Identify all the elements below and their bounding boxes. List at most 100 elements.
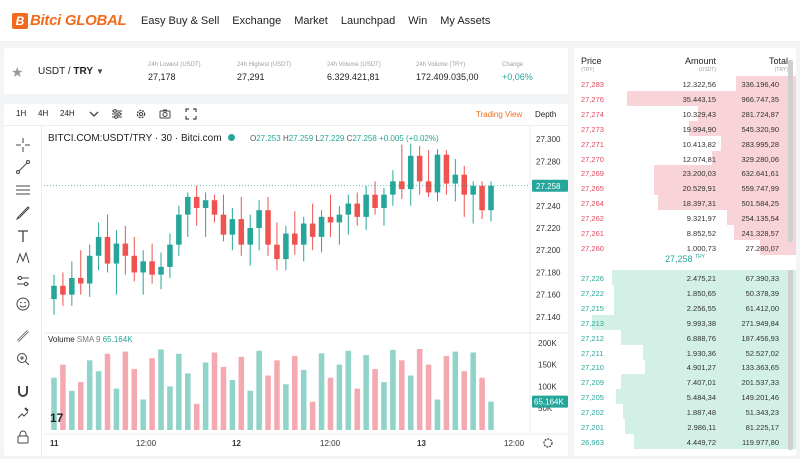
bid-row[interactable]: 27,201 2.986,11 81.225,17 xyxy=(574,419,796,434)
interval-24h[interactable]: 24H xyxy=(60,109,75,118)
header-total-unit: (TRY) xyxy=(774,67,788,73)
bids-scrollbar[interactable] xyxy=(788,270,793,450)
candle-body xyxy=(86,255,93,284)
text-tool-icon[interactable] xyxy=(16,229,30,243)
bid-row[interactable]: 27,205 5.484,34 149.201,46 xyxy=(574,389,796,405)
ask-row[interactable]: 27,261 8.852,52 241.328,57 xyxy=(574,225,796,240)
nav-item-my-assets[interactable]: My Assets xyxy=(440,14,491,27)
asks-scrollbar[interactable] xyxy=(788,60,793,242)
fullscreen-icon[interactable] xyxy=(185,108,197,120)
pattern-icon[interactable] xyxy=(16,251,30,265)
ruler-icon[interactable] xyxy=(16,329,30,343)
ask-row[interactable]: 27,265 20.529,91 559.747,99 xyxy=(574,180,796,196)
volume-bar xyxy=(265,375,271,430)
ask-row[interactable]: 27,269 23.200,03 632.641,61 xyxy=(574,165,796,181)
ask-row[interactable]: 27,260 1.000,73 27.280,07 xyxy=(574,239,796,255)
chart-settings-gear-icon[interactable] xyxy=(543,438,553,448)
ask-row[interactable]: 27,271 10.413,82 283.995,28 xyxy=(574,135,796,151)
bid-row[interactable]: 27,222 1.850,65 50.378,39 xyxy=(574,284,796,300)
candlestick-chart[interactable]: 27.30027.28027.26027.24027.22027.20027.1… xyxy=(4,104,568,456)
ask-row[interactable]: 27,262 9.321,97 254.135,54 xyxy=(574,210,796,226)
bid-price: 27,210 xyxy=(581,363,604,373)
bid-row[interactable]: 27,202 1.887,48 51.343,23 xyxy=(574,404,796,420)
ask-row[interactable]: 27,273 19.994,90 545.320,90 xyxy=(574,120,796,136)
interval-1h[interactable]: 1H xyxy=(16,109,27,118)
ohlc-open: 27.253 xyxy=(256,134,281,143)
ask-price: 27,270 xyxy=(581,154,604,164)
volume-bar xyxy=(300,369,307,430)
ask-price: 27,262 xyxy=(581,214,604,224)
prediction-icon[interactable] xyxy=(16,274,30,288)
volume-bar xyxy=(167,386,173,430)
ask-row[interactable]: 27,270 12.074,81 329.280,06 xyxy=(574,150,796,166)
favorite-star-icon[interactable]: ★ xyxy=(11,64,24,80)
bid-row[interactable]: 27,213 9.993,38 271.949,84 xyxy=(574,314,796,330)
chart-toolbar: 1H 4H 24H Trading View Depth xyxy=(4,104,568,126)
volume-bar xyxy=(479,377,485,430)
bid-depth-bar xyxy=(625,419,796,434)
pair-selector[interactable]: USDT / TRY ▼ xyxy=(38,66,104,77)
ask-row[interactable]: 27,274 10.329,43 281.724,87 xyxy=(574,105,796,121)
ask-depth-bar xyxy=(711,150,796,166)
ask-depth-bar xyxy=(653,180,796,196)
zoom-in-icon[interactable] xyxy=(16,352,30,366)
indicators-icon[interactable] xyxy=(111,108,123,120)
candle-body xyxy=(470,185,476,195)
candle-body xyxy=(399,181,405,190)
brush-icon[interactable] xyxy=(16,206,30,220)
ask-row[interactable]: 27,283 12.322,56 336.196,40 xyxy=(574,76,796,91)
gear-icon[interactable] xyxy=(135,108,147,120)
horizontal-lines-icon[interactable] xyxy=(16,183,30,197)
lock-icon[interactable] xyxy=(16,430,30,444)
volume-bar xyxy=(345,350,352,430)
trend-line-icon[interactable] xyxy=(16,160,30,174)
chevron-down-icon[interactable] xyxy=(88,108,100,120)
ask-amount: 1.000,73 xyxy=(686,243,716,253)
nav-item-easy-buy-sell[interactable]: Easy Buy & Sell xyxy=(141,14,220,27)
tab-depth[interactable]: Depth xyxy=(535,110,557,119)
time-axis-tick: 11 xyxy=(50,439,59,448)
candle-body xyxy=(318,216,325,237)
bid-row[interactable]: 27,209 7.407,01 201.537,33 xyxy=(574,374,796,390)
volume-bar xyxy=(434,399,441,430)
ohlc-l-label: L xyxy=(315,134,320,143)
bid-row[interactable]: 26,963 4.449,72 119.977,80 xyxy=(574,433,796,449)
volume-bar xyxy=(354,388,360,430)
stat-label: 24h Volume (USDT) xyxy=(327,62,381,68)
ask-price: 27,269 xyxy=(581,169,604,179)
lock-drawing-icon[interactable] xyxy=(16,406,30,420)
volume-bar xyxy=(149,358,155,430)
ask-total: 254.135,54 xyxy=(741,214,779,224)
emoji-icon[interactable] xyxy=(16,297,30,311)
interval-4h[interactable]: 4H xyxy=(38,109,49,118)
volume-bar xyxy=(381,382,387,430)
nav-item-win[interactable]: Win xyxy=(408,14,428,27)
logo[interactable]: B Bitci GLOBAL xyxy=(12,12,136,29)
ask-amount: 9.321,97 xyxy=(686,214,716,224)
nav-item-market[interactable]: Market xyxy=(294,14,328,27)
bid-row[interactable]: 27,210 4.901,27 133.363,65 xyxy=(574,359,796,375)
bid-row[interactable]: 27,211 1.930,36 52.527,02 xyxy=(574,344,796,360)
tab-trading-view[interactable]: Trading View xyxy=(476,110,523,119)
candle-body xyxy=(185,196,191,215)
bid-row[interactable]: 27,212 6.888,76 187.456,93 xyxy=(574,329,796,345)
magnet-icon[interactable] xyxy=(16,384,30,398)
nav-item-exchange[interactable]: Exchange xyxy=(232,14,282,27)
volume-bar xyxy=(238,356,245,430)
camera-icon[interactable] xyxy=(159,108,171,120)
bid-amount: 4.449,72 xyxy=(686,437,716,447)
ask-row[interactable]: 27,276 35.443,15 966.747,35 xyxy=(574,90,796,106)
volume-bar xyxy=(51,377,57,430)
ohlc-c-label: C xyxy=(346,134,353,143)
ask-row[interactable]: 27,264 18.397,31 501.584,25 xyxy=(574,195,796,211)
nav-item-launchpad[interactable]: Launchpad xyxy=(340,14,396,27)
bid-price: 27,205 xyxy=(581,393,604,403)
bid-row[interactable]: 27,215 2.256,55 61.412,00 xyxy=(574,299,796,315)
bid-depth-bar xyxy=(613,299,796,315)
ticker-bar: ★ USDT / TRY ▼ 24h Lowest (USDT) 27,178 2… xyxy=(4,48,568,94)
bid-row[interactable]: 27,226 2.475,21 67.390,33 xyxy=(574,270,796,285)
crosshair-icon[interactable] xyxy=(16,138,30,152)
bid-total: 201.537,33 xyxy=(741,378,779,388)
tradingview-logo-icon[interactable]: 17 xyxy=(50,411,64,425)
price-axis-tick: 27.160 xyxy=(536,291,561,300)
